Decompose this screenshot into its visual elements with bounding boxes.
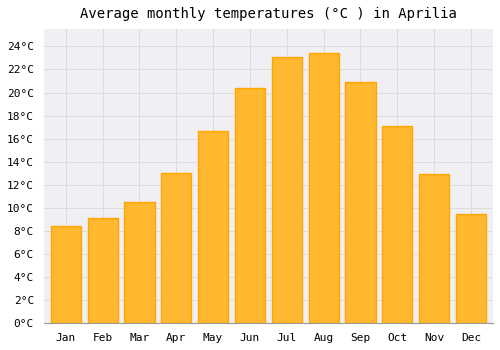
Bar xyxy=(235,88,265,323)
Bar xyxy=(124,202,154,323)
Bar xyxy=(272,57,302,323)
Bar xyxy=(50,226,81,323)
Title: Average monthly temperatures (°C ) in Aprilia: Average monthly temperatures (°C ) in Ap… xyxy=(80,7,457,21)
Bar xyxy=(161,173,192,323)
Bar xyxy=(382,126,412,323)
Bar xyxy=(346,82,376,323)
Bar xyxy=(419,174,449,323)
Bar xyxy=(88,218,118,323)
Bar xyxy=(456,214,486,323)
Bar xyxy=(308,53,338,323)
Bar xyxy=(198,131,228,323)
